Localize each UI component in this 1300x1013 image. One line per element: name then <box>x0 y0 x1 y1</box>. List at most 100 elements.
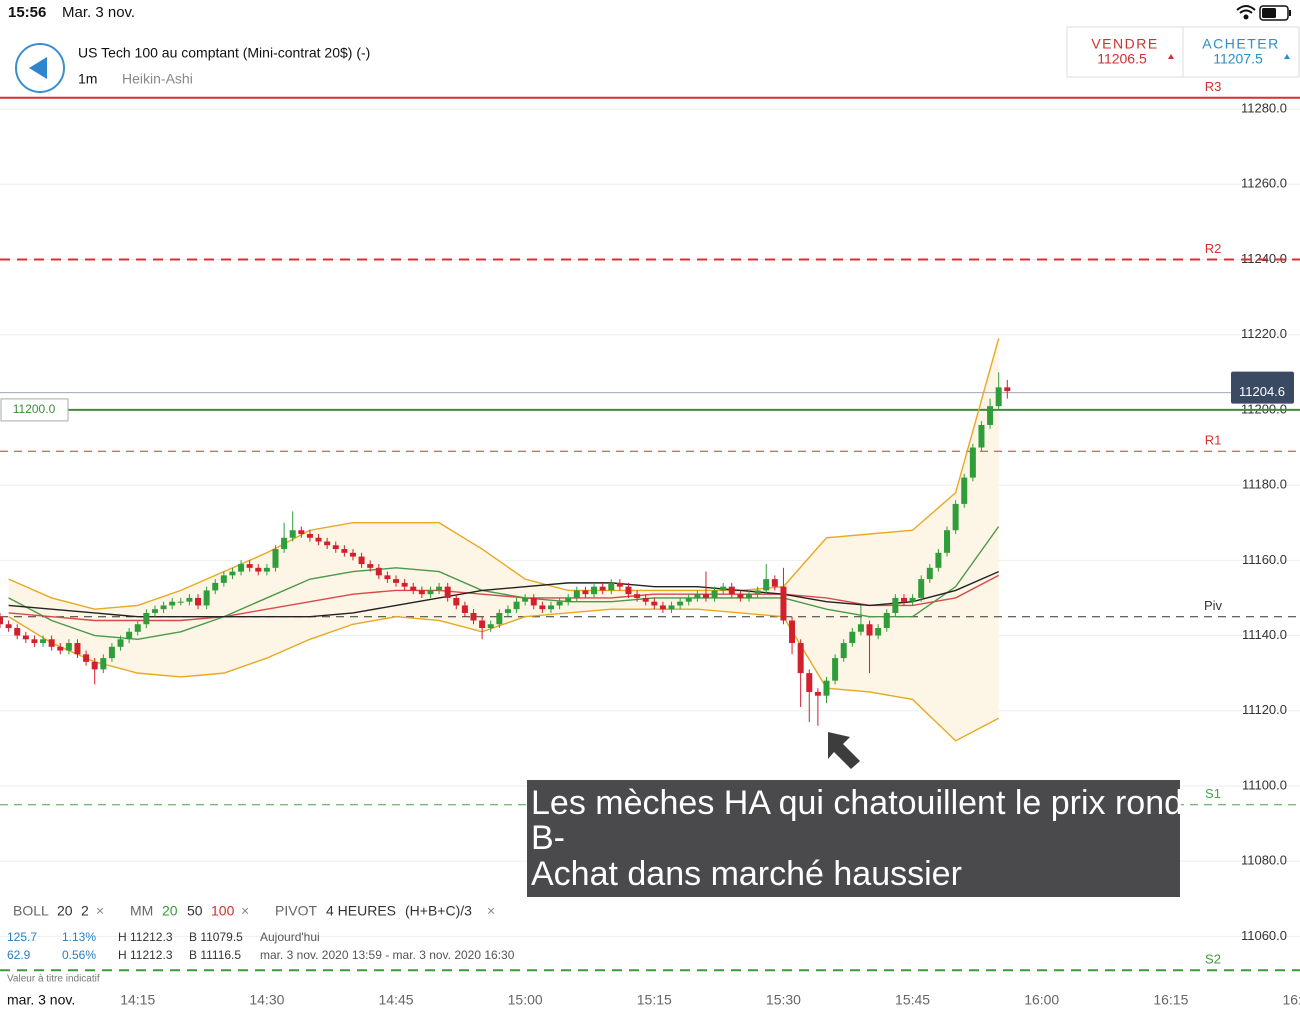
candle-body <box>74 643 81 655</box>
candle-body <box>0 616 3 625</box>
candle-body <box>737 594 744 598</box>
candle-body <box>263 567 270 572</box>
mm-period: 100 <box>211 903 235 919</box>
remove-icon[interactable]: × <box>487 903 495 919</box>
candle-body <box>832 658 839 681</box>
candle-body <box>57 646 64 651</box>
candle-body <box>453 597 460 606</box>
candle-body <box>384 575 391 580</box>
candle-body <box>556 601 563 606</box>
candle-body <box>40 639 47 644</box>
x-tick-label: 15:15 <box>637 992 672 1008</box>
back-button[interactable] <box>15 43 65 93</box>
mm-label[interactable]: MM <box>130 903 153 919</box>
candle-body <box>987 406 994 425</box>
candle-body <box>754 590 761 595</box>
candle-body <box>272 549 279 568</box>
y-tick-label: 11200.0 <box>1241 401 1287 416</box>
candle-body <box>909 597 916 602</box>
annotation-line: Achat dans marché haussier <box>531 855 962 893</box>
candle-body <box>332 545 339 550</box>
candle-body <box>711 590 718 598</box>
candle-body <box>203 590 210 606</box>
candle-body <box>83 654 90 662</box>
candle-body <box>393 579 400 583</box>
x-tick-label: 16:15 <box>1153 992 1188 1008</box>
candle-body <box>220 575 227 583</box>
candle-body <box>677 601 684 606</box>
candle-body <box>22 635 29 640</box>
candle-body <box>513 601 520 610</box>
candle-body <box>487 624 494 629</box>
last-price-label: 11204.6 <box>1239 384 1285 399</box>
candle-body <box>31 639 38 644</box>
y-tick-label: 11140.0 <box>1242 627 1287 642</box>
candle-body <box>944 530 951 553</box>
candle-body <box>160 605 167 610</box>
candle-body <box>969 447 976 478</box>
chart-style[interactable]: Heikin-Ashi <box>122 71 193 87</box>
candle-body <box>65 643 72 651</box>
pivot-level-label: Piv <box>1204 598 1223 613</box>
candle-body <box>849 631 856 644</box>
pivot-level-label: R3 <box>1205 79 1222 94</box>
candle-body <box>1004 387 1011 392</box>
candle-body <box>728 586 735 595</box>
candle-body <box>892 597 899 613</box>
candle-body <box>582 590 589 595</box>
candle-body <box>823 680 830 696</box>
pivot-level-label: R2 <box>1205 241 1222 256</box>
indicator-panel: BOLL 20 2 × MM 20 50 100 × PIVOT 4 HEURE… <box>7 903 515 985</box>
candle-body <box>281 537 288 550</box>
candle-body <box>935 552 942 568</box>
candle-body <box>573 590 580 598</box>
stat-value: 62.9 <box>7 948 31 962</box>
candle-body <box>100 658 107 670</box>
indicator-line <box>8 526 1000 640</box>
remove-icon[interactable]: × <box>96 903 104 919</box>
alert-label-box <box>0 398 69 422</box>
sell-button[interactable]: VENDRE 11206.5 <box>1091 36 1174 67</box>
sell-price: 11206.5 <box>1097 51 1147 67</box>
candle-body <box>978 424 985 448</box>
y-tick-label: 11240.0 <box>1241 251 1287 266</box>
y-tick-label: 11160.0 <box>1242 552 1287 567</box>
candle-body <box>952 503 959 531</box>
candle-body <box>961 477 968 504</box>
pivot-level-label: R1 <box>1205 433 1222 448</box>
candle-body <box>212 582 219 591</box>
remove-icon[interactable]: × <box>241 903 249 919</box>
indicator-line <box>8 574 999 622</box>
candle-body <box>134 624 141 632</box>
candle-body <box>315 537 322 542</box>
candle-body <box>530 597 537 606</box>
candle-body <box>306 534 313 538</box>
candle-body <box>246 564 253 568</box>
y-tick-label: 11260.0 <box>1241 176 1287 191</box>
sell-label: VENDRE <box>1091 36 1158 52</box>
candle-body <box>255 567 262 572</box>
candle-body <box>418 590 425 595</box>
mm-period: 50 <box>187 903 203 919</box>
band-fill <box>8 338 999 741</box>
stat-value: 125.7 <box>7 930 37 944</box>
interval[interactable]: 1m <box>78 71 97 87</box>
mm-period: 20 <box>162 903 178 919</box>
boll-label[interactable]: BOLL <box>13 903 49 919</box>
candle-body <box>143 612 150 625</box>
candle-body <box>616 582 623 587</box>
x-tick-label: 15:00 <box>508 992 543 1008</box>
candle-body <box>918 579 925 598</box>
pivot-label[interactable]: PIVOT <box>275 903 317 919</box>
annotation-line: B- <box>531 819 565 857</box>
candle-body <box>746 594 753 598</box>
candle-body <box>875 628 882 636</box>
disclaimer: Valeur à titre indicatif <box>7 974 100 985</box>
candle-body <box>289 530 296 538</box>
buy-button[interactable]: ACHETER 11207.5 <box>1202 36 1290 67</box>
battery-icon <box>1259 5 1291 21</box>
indicator-line <box>8 570 999 618</box>
candle-body <box>642 597 649 602</box>
candle-body <box>694 594 701 598</box>
